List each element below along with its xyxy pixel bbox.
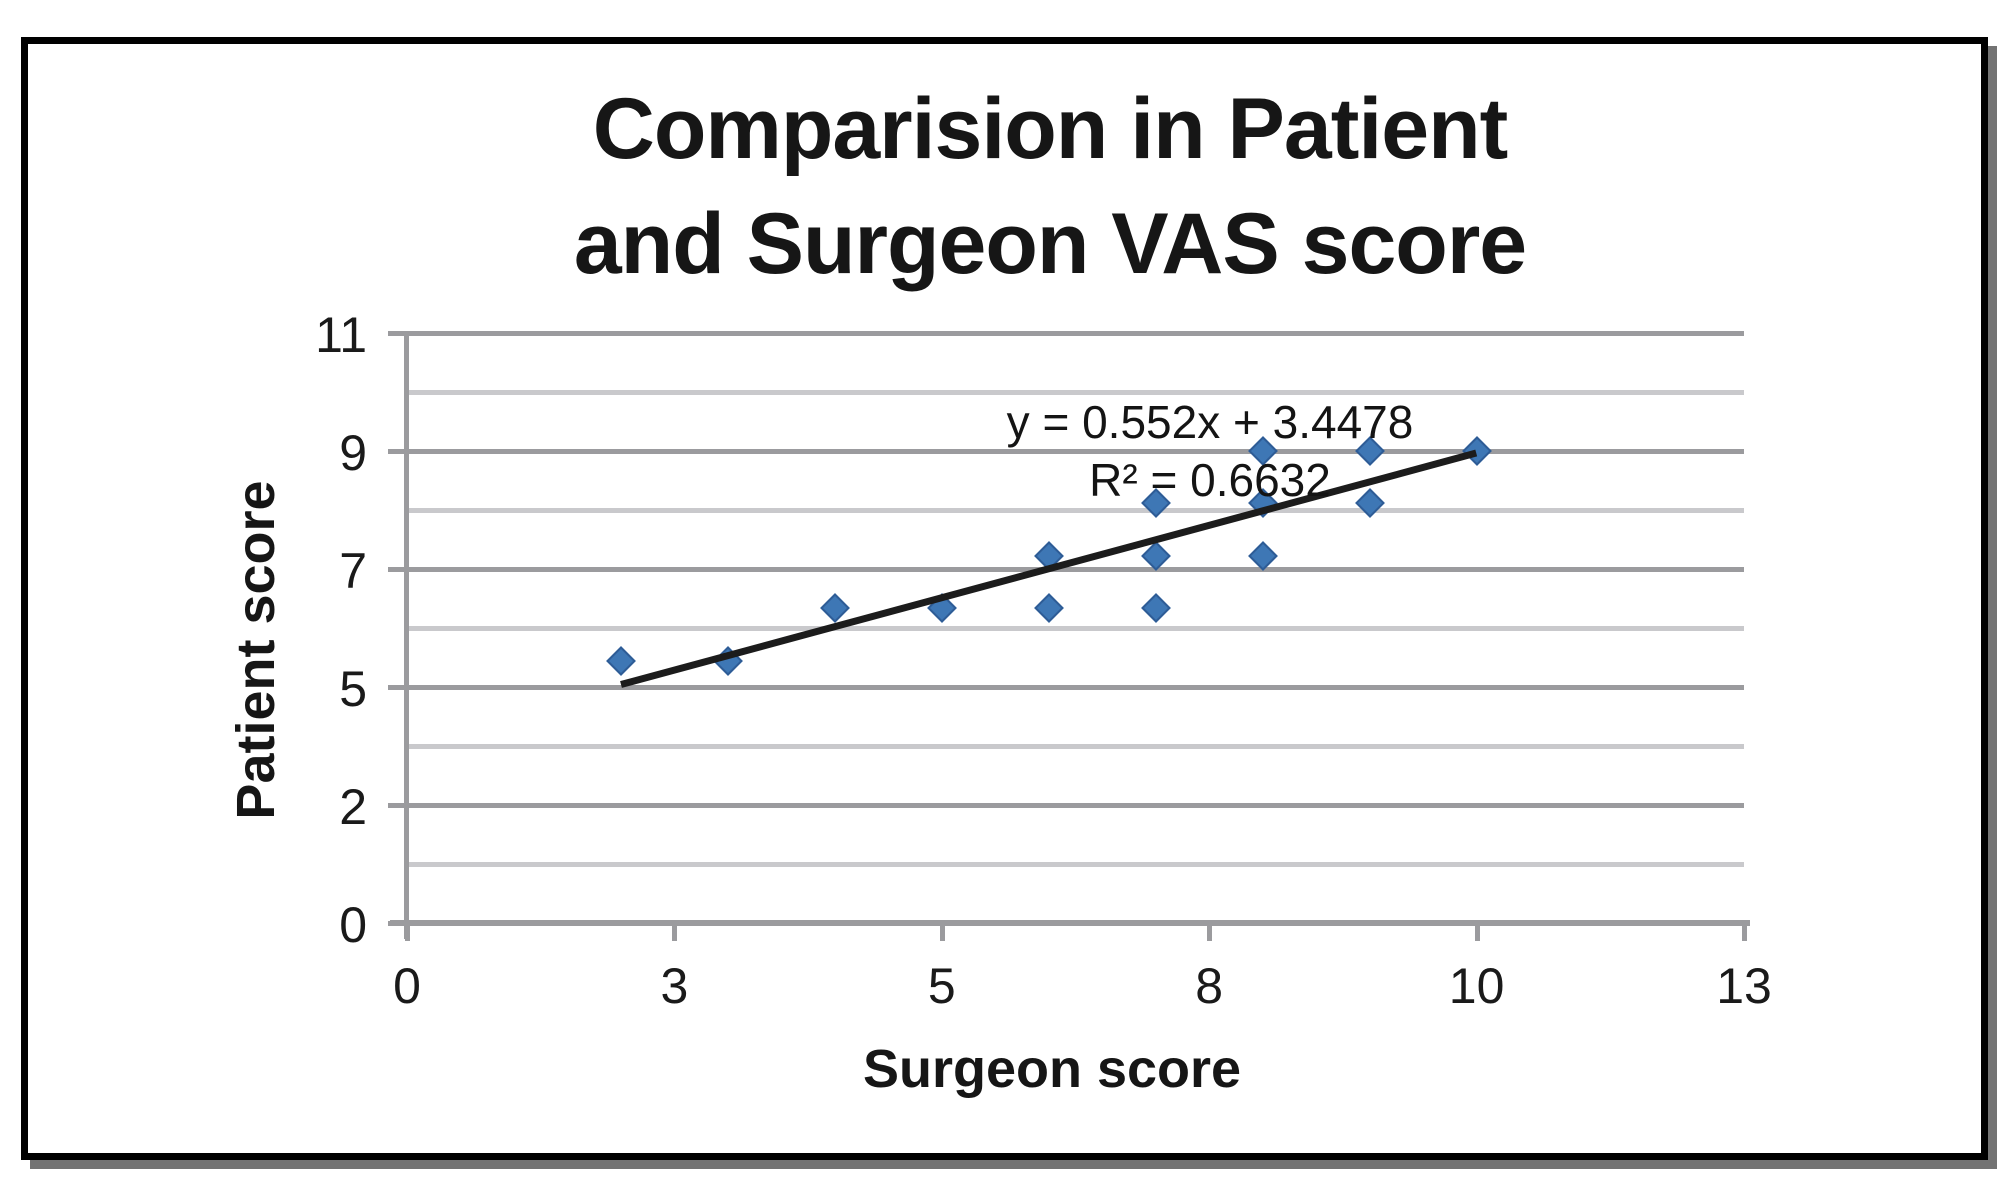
major-gridline xyxy=(407,803,1744,808)
plot-area: y = 0.552x + 3.4478 R² = 0.6632 0 3 5 8 10 13… xyxy=(315,307,1772,1014)
chart-title-line2: and Surgeon VAS score xyxy=(573,196,1527,292)
data-point xyxy=(1033,593,1064,624)
y-axis-line xyxy=(404,333,409,939)
trendline-equation: y = 0.552x + 3.4478 xyxy=(1006,396,1414,448)
y-axis-tick xyxy=(388,803,407,808)
chart-title-line1: Comparision in Patient xyxy=(592,81,1509,177)
y-axis-tick xyxy=(388,449,407,454)
minor-gridline xyxy=(407,390,1744,395)
x-axis-title: Surgeon score xyxy=(862,1039,1242,1099)
major-gridline xyxy=(407,449,1744,454)
chart-title: Comparision in Patient and Surgeon VAS s… xyxy=(400,72,1700,302)
y-axis-title: Patient score xyxy=(226,480,286,820)
x-axis-tick xyxy=(939,923,945,941)
trendline-r-squared: R² = 0.6632 xyxy=(1089,454,1331,506)
data-point xyxy=(819,593,850,624)
y-tick-label: 5 xyxy=(339,661,367,717)
y-tick-label: 9 xyxy=(339,425,367,481)
x-axis-tick xyxy=(1742,923,1747,941)
y-tick-label: 11 xyxy=(315,307,367,363)
x-tick-label: 0 xyxy=(393,958,421,1014)
y-axis-tick xyxy=(388,921,407,926)
minor-gridline xyxy=(407,744,1744,749)
major-gridline xyxy=(407,685,1744,690)
x-axis-line xyxy=(390,920,1750,926)
y-tick-label: 0 xyxy=(339,897,367,953)
minor-gridline xyxy=(407,626,1744,631)
x-tick-label: 10 xyxy=(1448,958,1505,1014)
major-gridline xyxy=(407,567,1744,572)
x-tick-label: 3 xyxy=(660,958,689,1014)
y-axis-tick xyxy=(388,685,407,690)
figure-border xyxy=(21,37,1988,1160)
x-tick-label: 5 xyxy=(927,958,956,1014)
x-tick-label: 8 xyxy=(1195,958,1224,1014)
x-axis-tick xyxy=(1474,923,1480,941)
x-axis-tick xyxy=(672,923,678,941)
y-tick-label: 2 xyxy=(339,779,367,835)
y-axis-tick xyxy=(388,331,407,336)
minor-gridline xyxy=(407,508,1744,513)
x-tick-label: 13 xyxy=(1716,958,1772,1014)
y-axis-tick xyxy=(388,567,407,572)
trendline-label: y = 0.552x + 3.4478 R² = 0.6632 xyxy=(905,393,1515,509)
major-gridline xyxy=(407,331,1744,336)
minor-gridline xyxy=(407,862,1744,867)
y-tick-label: 7 xyxy=(339,543,367,599)
x-axis-tick xyxy=(405,923,410,941)
x-axis-tick xyxy=(1207,923,1213,941)
data-point xyxy=(1140,593,1171,624)
data-point xyxy=(606,645,636,676)
